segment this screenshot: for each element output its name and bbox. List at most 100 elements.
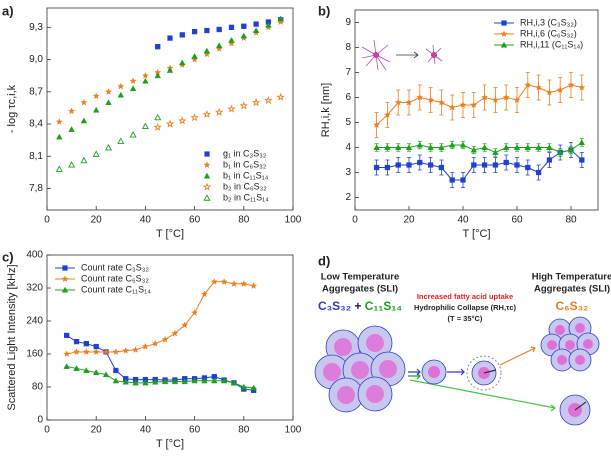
data-point [240,280,248,287]
x-tick-label: 20 [403,215,415,226]
data-point [417,159,423,166]
data-point [178,116,187,125]
data-point [394,144,402,150]
data-point [535,169,542,176]
data-point [92,92,100,100]
data-point [82,348,90,356]
data-point [579,157,585,163]
panel-label: d) [318,253,330,268]
x-tick-label: 60 [189,425,201,436]
data-point [230,280,238,287]
data-point [191,53,198,59]
data-point [105,99,112,106]
y-tick-label: 320 [26,283,43,294]
data-point [171,378,179,385]
y-tick-label: 0 [37,415,43,426]
data-point [253,21,259,27]
data-point [153,122,162,131]
data-point [113,367,119,374]
data-point [394,98,402,106]
data-point [202,109,212,118]
legend-label: b₂ in C₆S₃₂ [223,181,267,191]
x-tick-label: 40 [140,215,152,226]
legend-marker [61,286,69,293]
x-tick-label: 40 [140,425,152,436]
data-point [277,15,284,22]
y-tick-label: 2 [345,192,351,203]
data-point [460,177,466,183]
data-point [179,32,185,38]
data-point [405,98,413,106]
legend-label: RH,i,6 (C₆S₃₂) [520,28,577,38]
data-point [154,72,161,79]
x-tick-label: 100 [285,425,302,436]
y-tick-label: 400 [26,250,43,261]
data-point [480,93,489,101]
data-point [104,87,113,95]
data-point [129,85,137,92]
data-point [427,144,434,150]
data-point [426,96,435,104]
y-tick-label: 7 [345,67,351,78]
data-point [203,47,211,54]
data-point [132,379,139,386]
data-point [67,107,76,115]
data-point [471,162,477,168]
data-point [191,29,198,35]
data-point [117,82,125,90]
data-point [117,91,125,98]
data-point [80,117,88,124]
data-point [181,378,188,385]
y-tick-label: 240 [26,316,43,327]
data-point [73,338,80,345]
data-point [141,342,150,350]
data-point [112,348,120,356]
legend-marker [501,20,507,26]
data-point [230,379,238,386]
data-point [546,157,553,163]
low-subtitle: Aggregates (SLI) [322,284,398,295]
y-axis-label: Scattered Light Intensity [kHz] [6,264,18,410]
data-point [438,144,445,150]
x-tick-label: 0 [352,215,358,226]
data-point [55,118,63,125]
legend-label: Count rate C₆S₃₂ [81,273,149,283]
legend-marker [61,275,69,283]
x-axis-label: T [°C] [462,228,490,240]
data-point [240,383,248,390]
species: C₁₁S₁₄ [365,299,403,313]
legend-label: Count rate C₃S₃₂ [81,262,149,272]
data-point [481,162,488,168]
data-point [384,144,391,150]
y-tick-label: 80 [32,382,44,393]
data-point [152,378,159,385]
data-point [215,42,223,49]
data-point [556,86,564,94]
x-tick-label: 0 [44,215,50,226]
y-tick-label: 4 [345,142,351,153]
y-tick-label: 3 [345,167,351,178]
data-point [427,162,434,168]
y-tick-label: 9,3 [29,22,43,33]
data-point [578,83,586,91]
y-tick-label: 7,8 [29,183,43,194]
series-line [66,365,254,389]
data-point [395,162,401,168]
y-tick-label: 9,0 [29,54,43,65]
x-tick-label: 80 [238,425,250,436]
y-tick-label: 9 [345,17,351,28]
species: C₃S₃₂ [318,299,351,313]
data-point [383,111,392,119]
data-point [240,32,248,39]
legend-label: RH,i,11 (C₁₁S₁₄) [520,39,583,49]
data-point [166,67,174,73]
data-point [179,59,186,66]
data-point [250,282,258,290]
legend-label: b₂ in C₁₁S₁₄ [223,192,269,202]
x-tick-label: 60 [511,215,523,226]
data-point [264,95,273,104]
legend-marker [500,41,508,48]
data-point [406,162,412,168]
data-point [534,83,543,91]
data-point [513,144,521,150]
